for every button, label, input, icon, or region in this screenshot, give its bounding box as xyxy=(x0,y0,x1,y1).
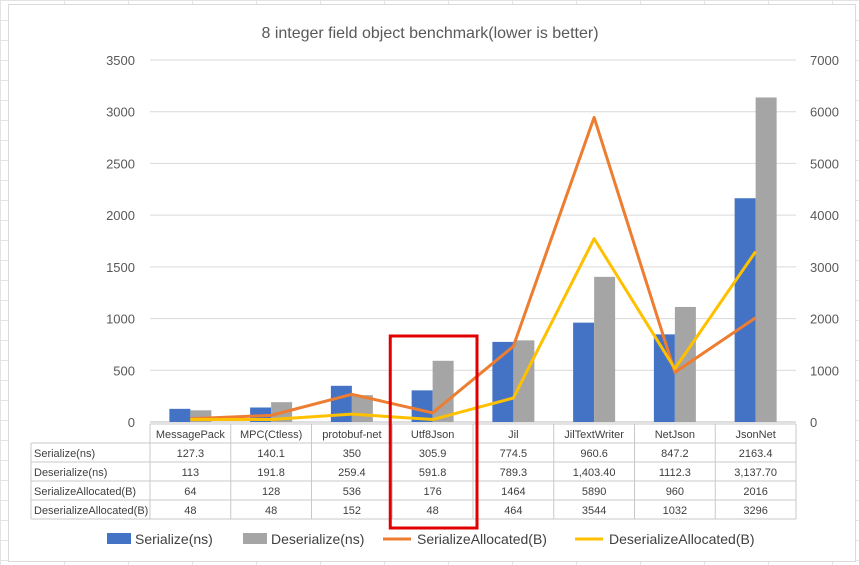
table-row-header: Serialize(ns) xyxy=(34,448,95,460)
table-cell: 113 xyxy=(182,467,200,479)
bar-deserializens xyxy=(755,97,777,422)
table-cell: 2016 xyxy=(743,486,767,498)
bar-deserializens xyxy=(432,360,454,422)
table-cell: 3296 xyxy=(743,505,767,517)
bar-serializens xyxy=(411,390,433,422)
category-label: NetJson xyxy=(655,429,695,441)
legend-label: DeserializeAllocated(B) xyxy=(609,531,755,547)
table-cell: 774.5 xyxy=(500,448,528,460)
bar-serializens xyxy=(169,408,191,422)
table-cell: 140.1 xyxy=(257,448,285,460)
bar-serializens xyxy=(734,198,756,422)
bar-deserializens xyxy=(190,410,212,422)
y-left-tick-label: 2500 xyxy=(106,156,135,171)
category-label: Jil xyxy=(508,429,518,441)
table-cell: 3544 xyxy=(582,505,606,517)
table-cell: 591.8 xyxy=(419,467,447,479)
table-cell: 152 xyxy=(343,505,361,517)
line-serializeallocatedb xyxy=(190,115,757,421)
table-row-header: DeserializeAllocated(B) xyxy=(34,505,148,517)
table-cell: 960.6 xyxy=(580,448,608,460)
category-label: Utf8Json xyxy=(411,429,454,441)
table-cell: 847.2 xyxy=(661,448,689,460)
y-right-tick-label: 0 xyxy=(810,415,817,430)
y-left-tick-label: 2000 xyxy=(106,208,135,223)
table-cell: 305.9 xyxy=(419,448,447,460)
y-right-tick-label: 5000 xyxy=(810,156,839,171)
table-cell: 259.4 xyxy=(338,467,366,479)
y-left-tick-label: 1000 xyxy=(106,312,135,327)
table-cell: 1,403.40 xyxy=(573,467,616,479)
bar-deserializens xyxy=(513,340,535,422)
category-label: MessagePack xyxy=(156,429,226,441)
table-cell: 48 xyxy=(184,505,196,517)
category-label: protobuf-net xyxy=(322,429,381,441)
legend-label: Deserialize(ns) xyxy=(271,531,364,547)
legend-label: Serialize(ns) xyxy=(135,531,213,547)
table-cell: 5890 xyxy=(582,486,606,498)
highlight-box xyxy=(388,334,479,530)
y-right-tick-label: 6000 xyxy=(810,105,839,120)
legend-swatch xyxy=(107,533,131,544)
y-right-tick-label: 1000 xyxy=(810,363,839,378)
table-cell: 350 xyxy=(343,448,361,460)
y-right-tick-label: 7000 xyxy=(810,53,839,68)
category-label: JilTextWriter xyxy=(564,429,624,441)
bar-serializens xyxy=(653,334,675,422)
table-cell: 464 xyxy=(504,505,522,517)
table-row-header: SerializeAllocated(B) xyxy=(34,486,136,498)
bar-deserializens xyxy=(594,276,616,422)
table-cell: 191.8 xyxy=(257,467,285,479)
y-right-tick-label: 4000 xyxy=(810,208,839,223)
table-cell: 176 xyxy=(423,486,441,498)
table-row-header: Deserialize(ns) xyxy=(34,467,107,479)
table-cell: 3,137.70 xyxy=(734,467,777,479)
category-label: MPC(Ctless) xyxy=(240,429,302,441)
chart-area[interactable] xyxy=(8,4,856,562)
bar-serializens xyxy=(573,322,595,422)
y-left-tick-label: 3500 xyxy=(106,53,135,68)
table-cell: 48 xyxy=(265,505,277,517)
legend-swatch xyxy=(243,533,267,544)
y-left-tick-label: 1500 xyxy=(106,260,135,275)
line-deserializeallocatedb xyxy=(190,237,757,422)
table-cell: 128 xyxy=(262,486,280,498)
y-right-tick-label: 3000 xyxy=(810,260,839,275)
y-right-tick-label: 2000 xyxy=(810,312,839,327)
y-left-tick-label: 500 xyxy=(113,363,135,378)
y-left-tick-label: 0 xyxy=(128,415,135,430)
legend-label: SerializeAllocated(B) xyxy=(417,531,547,547)
table-cell: 960 xyxy=(666,486,684,498)
table-cell: 789.3 xyxy=(500,467,528,479)
table-cell: 536 xyxy=(343,486,361,498)
table-cell: 48 xyxy=(427,505,439,517)
table-cell: 127.3 xyxy=(177,448,205,460)
chart-title: 8 integer field object benchmark(lower i… xyxy=(261,25,598,42)
table-cell: 1464 xyxy=(501,486,525,498)
table-cell: 2163.4 xyxy=(739,448,773,460)
table-cell: 64 xyxy=(184,486,196,498)
table-cell: 1112.3 xyxy=(659,467,691,479)
y-left-tick-label: 3000 xyxy=(106,105,135,120)
table-cell: 1032 xyxy=(663,505,687,517)
category-label: JsonNet xyxy=(735,429,775,441)
